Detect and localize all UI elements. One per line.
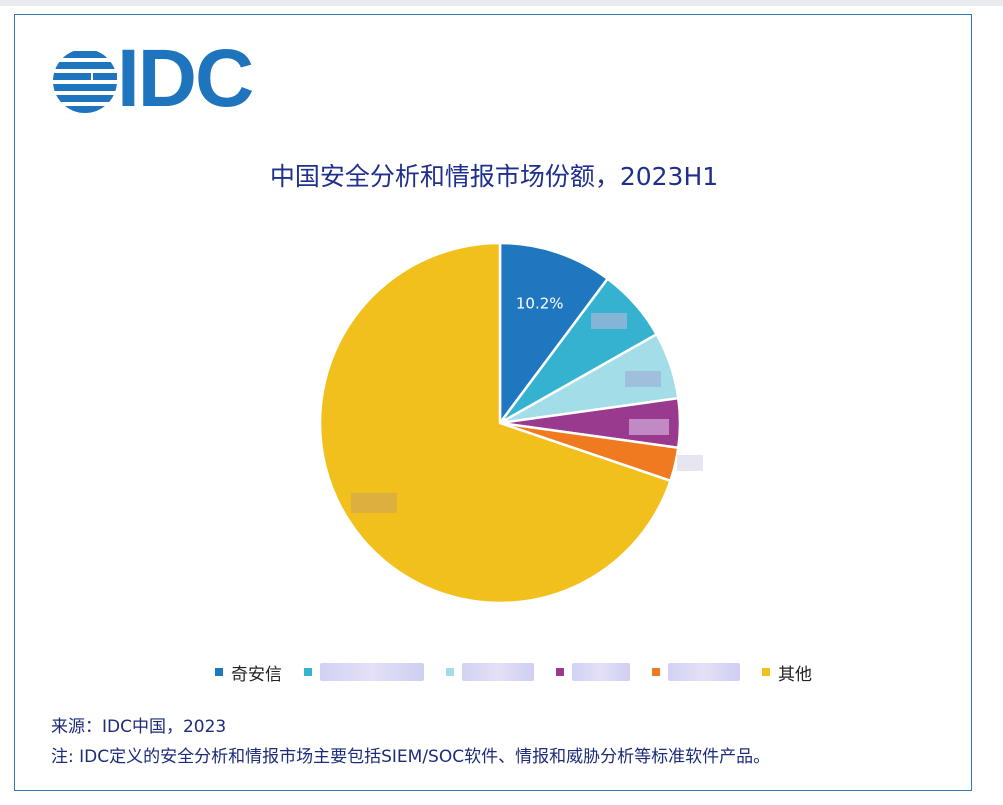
redacted-label-2 <box>591 313 627 329</box>
redacted-label-6 <box>351 493 397 513</box>
slice-label-1: 10.2% <box>516 294 564 312</box>
legend: 奇安信 其他 <box>215 660 835 685</box>
legend-label-redacted <box>668 663 740 681</box>
pie-labels: 10.2% <box>516 294 564 312</box>
redacted-label-3 <box>625 371 661 387</box>
legend-swatch <box>762 668 770 676</box>
source-note: 来源：IDC中国，2023 <box>51 717 227 737</box>
legend-item-4 <box>556 663 630 681</box>
pie-slice-1 <box>498 241 610 427</box>
legend-swatch <box>304 668 312 676</box>
chart-title: 中国安全分析和情报市场份额，2023H1 <box>269 162 719 191</box>
legend-item-other: 其他 <box>762 660 812 685</box>
pie-chart: 10.2% <box>318 241 703 605</box>
legend-label-redacted <box>462 663 534 681</box>
legend-label-redacted <box>572 663 630 681</box>
legend-item-3 <box>446 663 534 681</box>
legend-label: 奇安信 <box>231 664 282 685</box>
globe-icon <box>53 51 117 113</box>
redacted-labels <box>351 313 703 513</box>
logo-text: IDC <box>117 33 254 124</box>
top-strip <box>0 0 1003 6</box>
legend-item-5 <box>652 663 740 681</box>
legend-swatch <box>215 668 223 676</box>
redacted-label-5 <box>677 455 703 471</box>
legend-item-2 <box>304 663 424 681</box>
redacted-label-4 <box>629 419 669 435</box>
legend-swatch <box>652 668 660 676</box>
figure-frame: IDC 中国安全分析和情报市场份额，2023H1 10.2% 奇安信 <box>14 14 972 791</box>
idc-logo: IDC <box>53 35 269 123</box>
pie-slices <box>318 241 682 605</box>
legend-swatch <box>446 668 454 676</box>
pie-slice-6 <box>318 241 673 605</box>
legend-label: 其他 <box>778 664 812 685</box>
definition-note: 注: IDC定义的安全分析和情报市场主要包括SIEM/SOC软件、情报和威胁分析… <box>51 747 771 767</box>
legend-item-qianxin: 奇安信 <box>215 660 282 685</box>
legend-swatch <box>556 668 564 676</box>
legend-label-redacted <box>320 663 424 681</box>
